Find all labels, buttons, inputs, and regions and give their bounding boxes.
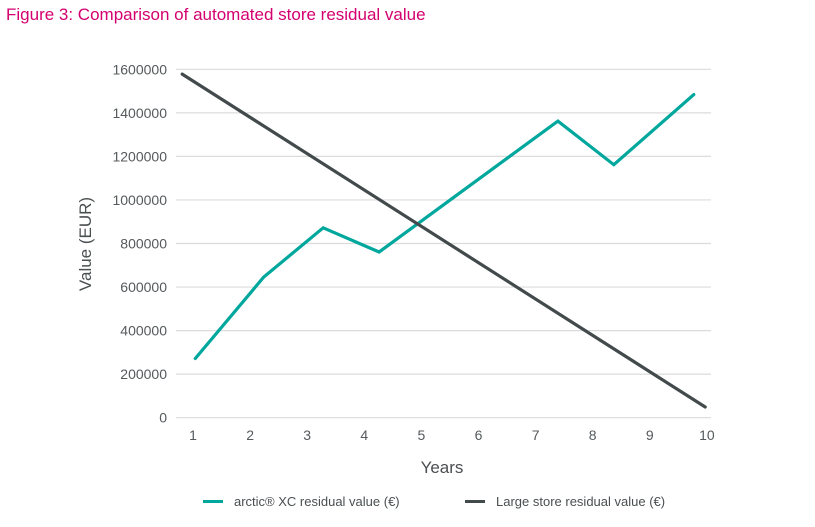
x-tick-label: 8 [589,427,597,443]
y-tick-label: 1600000 [112,61,167,77]
x-tick-label: 6 [475,427,483,443]
y-axis-ticks: 0 200000 400000 600000 800000 1000000 1200000 1… [112,61,167,425]
y-axis-title: Value (EUR) [76,197,95,291]
legend-label-large-store: Large store residual value (€) [496,494,666,509]
chart-title: Figure 3: Comparison of automated store … [6,5,426,24]
x-tick-label: 4 [360,427,368,443]
series-line-0 [193,92,696,361]
x-tick-label: 1 [189,427,197,443]
legend-swatch-arctic [203,500,223,503]
series-lines [180,72,707,409]
x-tick-label: 2 [246,427,254,443]
y-tick-label: 1400000 [112,105,167,121]
x-tick-label: 9 [646,427,654,443]
y-tick-label: 400000 [120,323,167,339]
legend-swatch-large-store [465,500,485,503]
y-tick-label: 1000000 [112,192,167,208]
series-line-1 [180,72,707,409]
legend-item-arctic: arctic® XC residual value (€) [203,494,400,509]
y-tick-label: 600000 [120,279,167,295]
y-tick-label: 800000 [120,236,167,252]
y-tick-label: 0 [159,410,167,426]
x-tick-label: 5 [418,427,426,443]
legend-label-arctic: arctic® XC residual value (€) [234,494,400,509]
y-tick-label: 200000 [120,366,167,382]
x-tick-label: 3 [303,427,311,443]
x-tick-label: 10 [699,427,715,443]
x-axis-title: Years [421,458,464,477]
x-axis-ticks: 1 2 3 4 5 6 7 8 9 10 [189,427,715,443]
x-tick-label: 7 [532,427,540,443]
y-tick-label: 1200000 [112,148,167,164]
legend-item-large-store: Large store residual value (€) [465,494,665,509]
